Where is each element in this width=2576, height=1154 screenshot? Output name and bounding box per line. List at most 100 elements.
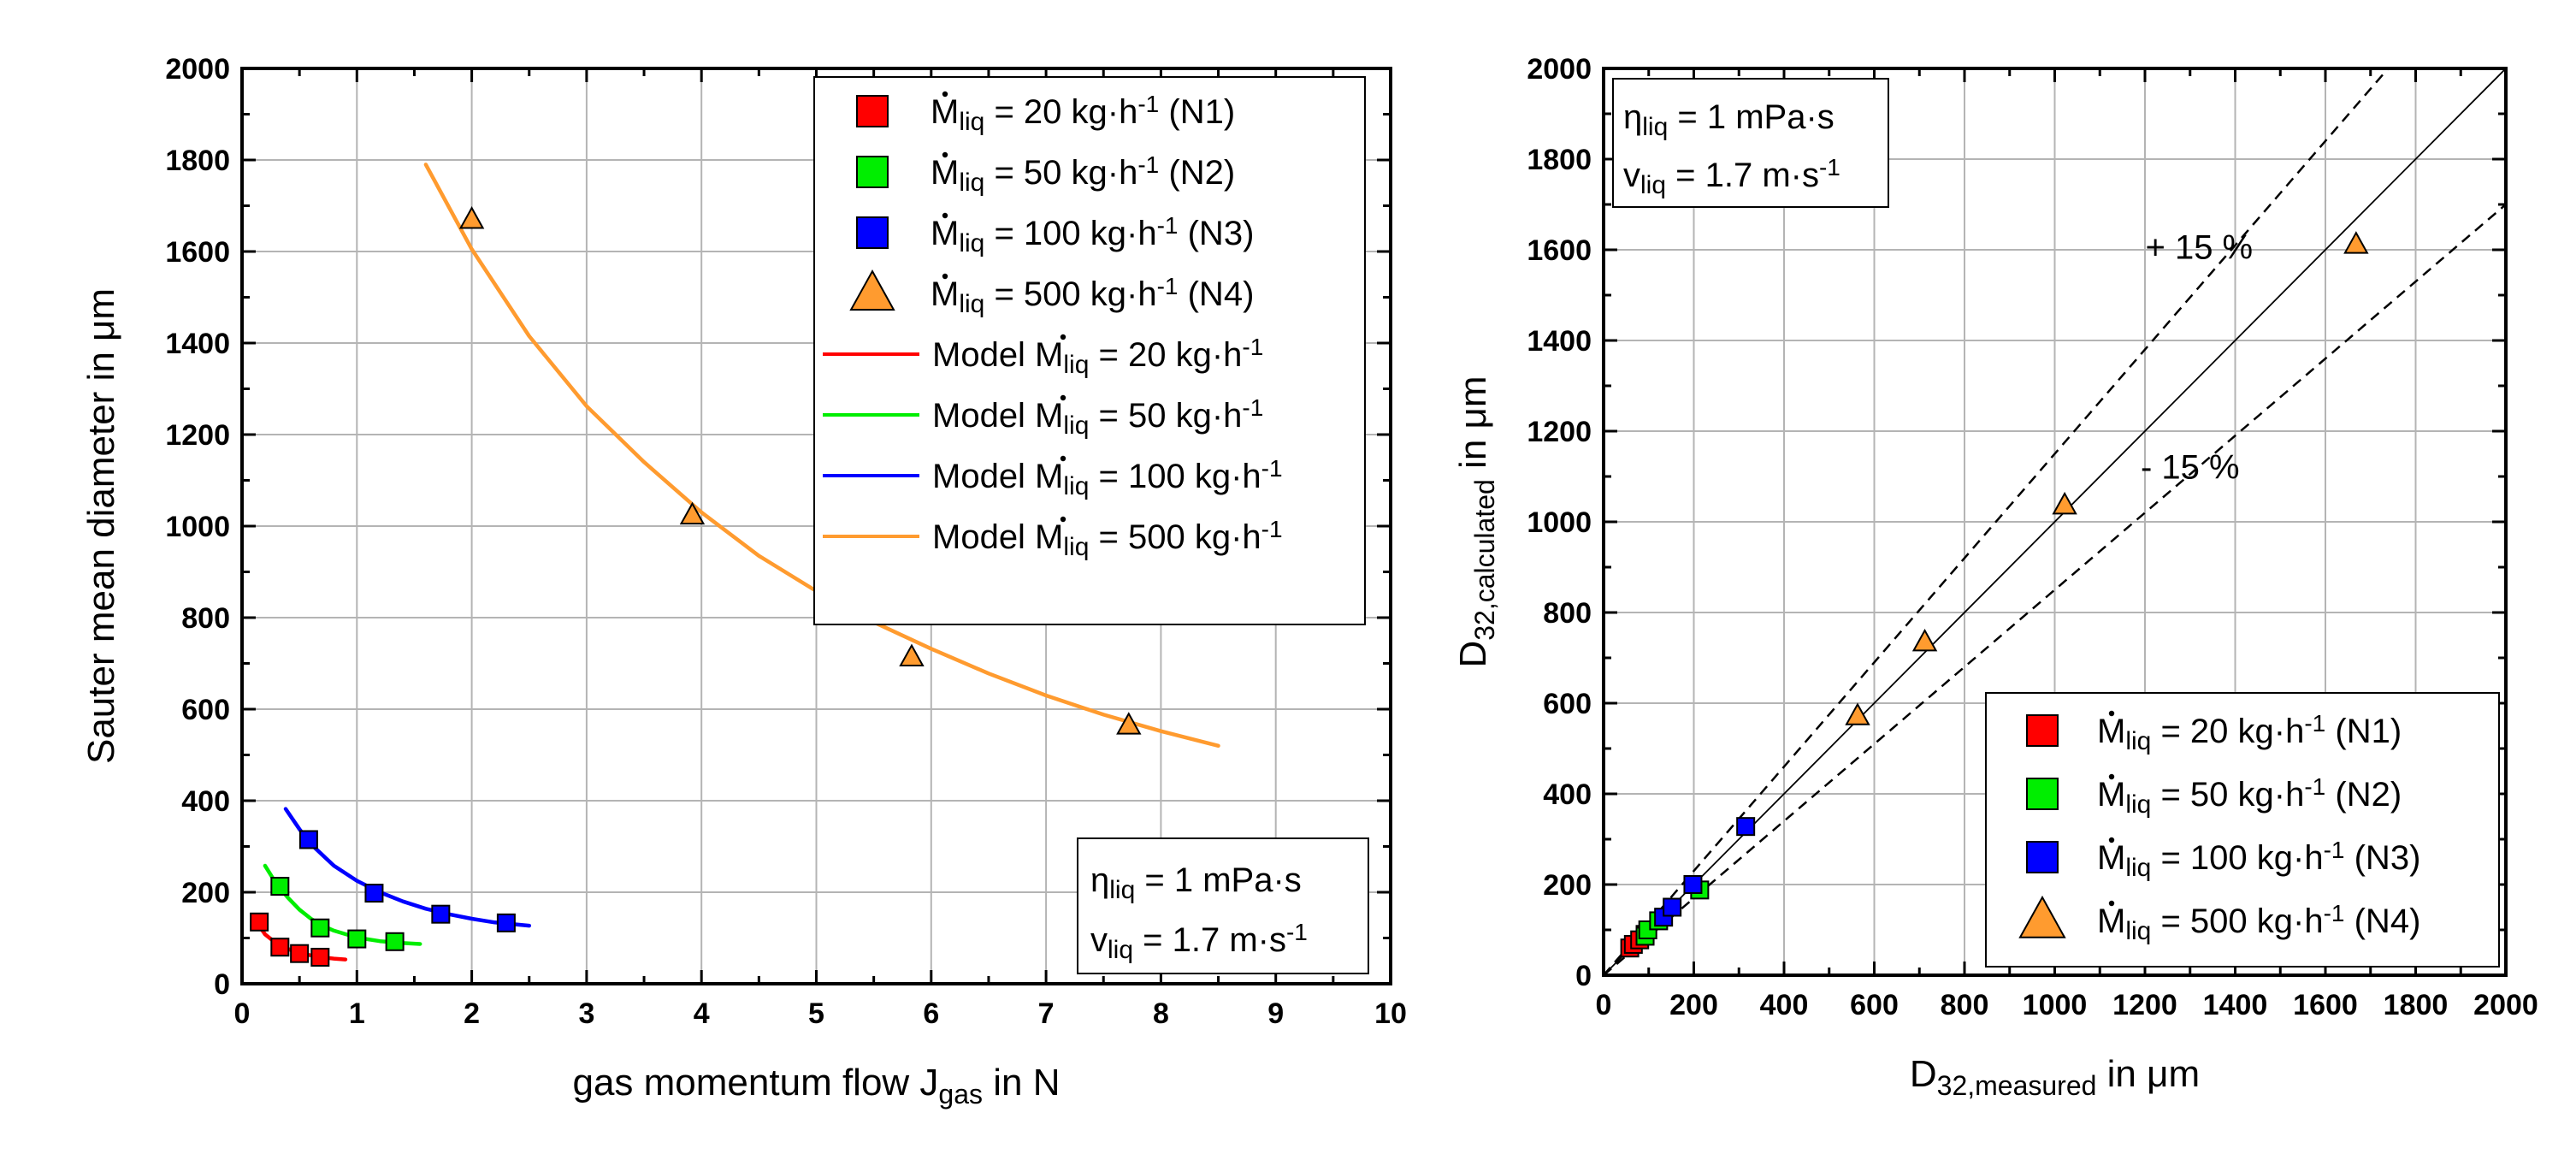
legend-left-model-N4-label-pre: Model M bbox=[932, 518, 1063, 556]
legend-right-N1-dot bbox=[2108, 710, 2115, 717]
ytick-label-right-4: 800 bbox=[1543, 597, 1592, 630]
legend-left-N3-label-sup: -1 bbox=[1157, 212, 1179, 239]
legend-left-N2-label-sup: -1 bbox=[1137, 151, 1159, 178]
xtick-label-left-10: 10 bbox=[1374, 997, 1407, 1030]
x-axis-title-sub: gas bbox=[938, 1079, 983, 1110]
legend-left-N1-marker bbox=[856, 95, 889, 127]
xtick-label-right-1: 200 bbox=[1669, 989, 1718, 1021]
ann-l2-sup: -1 bbox=[1286, 919, 1308, 945]
legend-left-N2-marker bbox=[856, 156, 889, 188]
xtick-label-left-3: 3 bbox=[578, 997, 594, 1030]
x-axis-title-tail: in μm bbox=[2096, 1053, 2200, 1095]
legend-left-model-N3-label: Model Mliq = 100 kg·h-1 bbox=[932, 455, 1283, 500]
ytick-label-left-10: 2000 bbox=[165, 53, 230, 86]
legend-right-N1-label-pre: M bbox=[2097, 713, 2125, 750]
ann-r1-pre: η bbox=[1623, 98, 1642, 136]
x-axis-title-main: D bbox=[1910, 1053, 1937, 1095]
legend-left-N3-label-pre: M bbox=[931, 215, 959, 252]
ytick-label-right-8: 1600 bbox=[1527, 234, 1592, 267]
legend-left-model-N2-label-sub: liq bbox=[1063, 411, 1089, 440]
left-N3-point-3 bbox=[496, 913, 516, 932]
annotation-left-viscosity: ηliq = 1 mPa·s bbox=[1090, 861, 1302, 904]
legend-left-model-N3-dot bbox=[1060, 455, 1066, 462]
y-axis-title-right: D32,calculated in μm bbox=[1452, 376, 1500, 667]
left-N4-point-0 bbox=[458, 206, 485, 229]
legend-right-N3-label-sup: -1 bbox=[2324, 837, 2345, 863]
xtick-label-right-8: 1600 bbox=[2293, 989, 2358, 1021]
legend-left-box bbox=[813, 76, 1366, 625]
legend-right-N2-label-post: (N2) bbox=[2325, 776, 2402, 814]
left-N4-point-2 bbox=[899, 643, 925, 666]
legend-left-N4-marker bbox=[849, 269, 895, 311]
ann-l1-sub: liq bbox=[1109, 876, 1135, 904]
left-N2-point-2 bbox=[347, 929, 367, 949]
left-N1-point-2 bbox=[290, 944, 310, 963]
legend-left-model-N4-dot bbox=[1060, 516, 1066, 523]
ticks-right bbox=[1602, 67, 2508, 977]
legend-left-model-N3-label-pre: Model M bbox=[932, 458, 1063, 495]
y-axis-title-sub: 32,calculated bbox=[1469, 479, 1500, 641]
legend-right-N1-label-sub: liq bbox=[2125, 727, 2151, 755]
legend-left-N2-label: Mliq = 50 kg·h-1 (N2) bbox=[931, 151, 1235, 197]
right-N3-point-1 bbox=[1663, 897, 1682, 917]
legend-left-N2-label-sub: liq bbox=[959, 169, 984, 197]
legend-left-model-N1-label-sup: -1 bbox=[1242, 334, 1263, 360]
legend-left-model-N4-label-sup: -1 bbox=[1261, 516, 1283, 542]
y-axis-title-tail: in μm bbox=[1452, 376, 1494, 479]
ytick-label-left-1: 200 bbox=[181, 877, 230, 909]
annotation-right-box bbox=[1612, 78, 1889, 208]
left-N4-point-1 bbox=[679, 501, 706, 525]
ytick-label-left-4: 800 bbox=[181, 602, 230, 635]
ytick-label-left-2: 400 bbox=[181, 785, 230, 818]
legend-right-box bbox=[1985, 692, 2500, 968]
legend-right-N4-label-sub: liq bbox=[2125, 917, 2151, 945]
legend-left-N2-dot bbox=[942, 151, 948, 158]
right-N3-point-2 bbox=[1683, 875, 1703, 894]
ann-r1-sub: liq bbox=[1642, 113, 1668, 141]
xtick-label-left-0: 0 bbox=[234, 997, 251, 1030]
x-axis-title-left: gas momentum flow Jgas in N bbox=[572, 1062, 1060, 1110]
legend-right-N1-label-post: (N1) bbox=[2325, 713, 2402, 750]
legend-right-N2-label-mid: = 50 kg·h bbox=[2151, 776, 2304, 814]
legend-right-N3-label: Mliq = 100 kg·h-1 (N3) bbox=[2097, 837, 2420, 882]
right-N4-point-0 bbox=[1845, 702, 1870, 725]
xtick-label-right-9: 1800 bbox=[2384, 989, 2449, 1021]
right-N4-point-1 bbox=[1911, 628, 1938, 652]
ytick-label-left-8: 1600 bbox=[165, 236, 230, 269]
legend-right-N3-label-mid: = 100 kg·h bbox=[2151, 839, 2323, 877]
legend-left-N3-label-post: (N3) bbox=[1179, 215, 1255, 252]
legend-left-N1-label-sub: liq bbox=[959, 108, 984, 136]
legend-right-N1-label-sup: -1 bbox=[2304, 710, 2325, 737]
legend-left-N4-label: Mliq = 500 kg·h-1 (N4) bbox=[931, 273, 1254, 318]
plus-15-label: + 15 % bbox=[2145, 229, 2253, 267]
xtick-label-right-2: 400 bbox=[1760, 989, 1809, 1021]
legend-right-N4-label-post: (N4) bbox=[2345, 902, 2421, 940]
legend-left-N4-label-sup: -1 bbox=[1157, 273, 1179, 299]
legend-left-N1-label-mid: = 20 kg·h bbox=[984, 93, 1137, 131]
legend-right-N2-marker bbox=[2026, 778, 2059, 810]
legend-left-model-N2-label-sup: -1 bbox=[1242, 394, 1263, 421]
legend-left-N4-label-mid: = 500 kg·h bbox=[984, 275, 1156, 313]
legend-right-N1-label-mid: = 20 kg·h bbox=[2151, 713, 2304, 750]
xtick-label-right-0: 0 bbox=[1596, 989, 1612, 1021]
legend-left-N1-dot bbox=[942, 91, 948, 98]
xtick-label-left-1: 1 bbox=[349, 997, 365, 1030]
legend-left-model-N2-label-mid: = 50 kg·h bbox=[1089, 397, 1242, 435]
chart-left: 0 1 2 3 4 5 6 7 8 9 10 0 200 400 600 800 1000 1200 1400 160… bbox=[80, 53, 1407, 1110]
legend-right-N2-label-sub: liq bbox=[2125, 790, 2151, 819]
legend-left-N4-label-post: (N4) bbox=[1179, 275, 1255, 313]
right-N3-point-3 bbox=[1736, 817, 1756, 837]
xtick-label-right-7: 1400 bbox=[2203, 989, 2268, 1021]
left-N3-point-0 bbox=[298, 830, 318, 849]
left-N2-point-1 bbox=[310, 918, 330, 938]
ytick-label-left-9: 1800 bbox=[165, 145, 230, 177]
legend-right-N3-label-pre: M bbox=[2097, 839, 2125, 877]
legend-left-model-N1-dot bbox=[1060, 334, 1066, 340]
ytick-label-left-3: 600 bbox=[181, 694, 230, 726]
xtick-label-right-4: 800 bbox=[1941, 989, 1989, 1021]
legend-right-N1-marker bbox=[2026, 714, 2059, 747]
ann-r2-sup: -1 bbox=[1819, 154, 1840, 180]
